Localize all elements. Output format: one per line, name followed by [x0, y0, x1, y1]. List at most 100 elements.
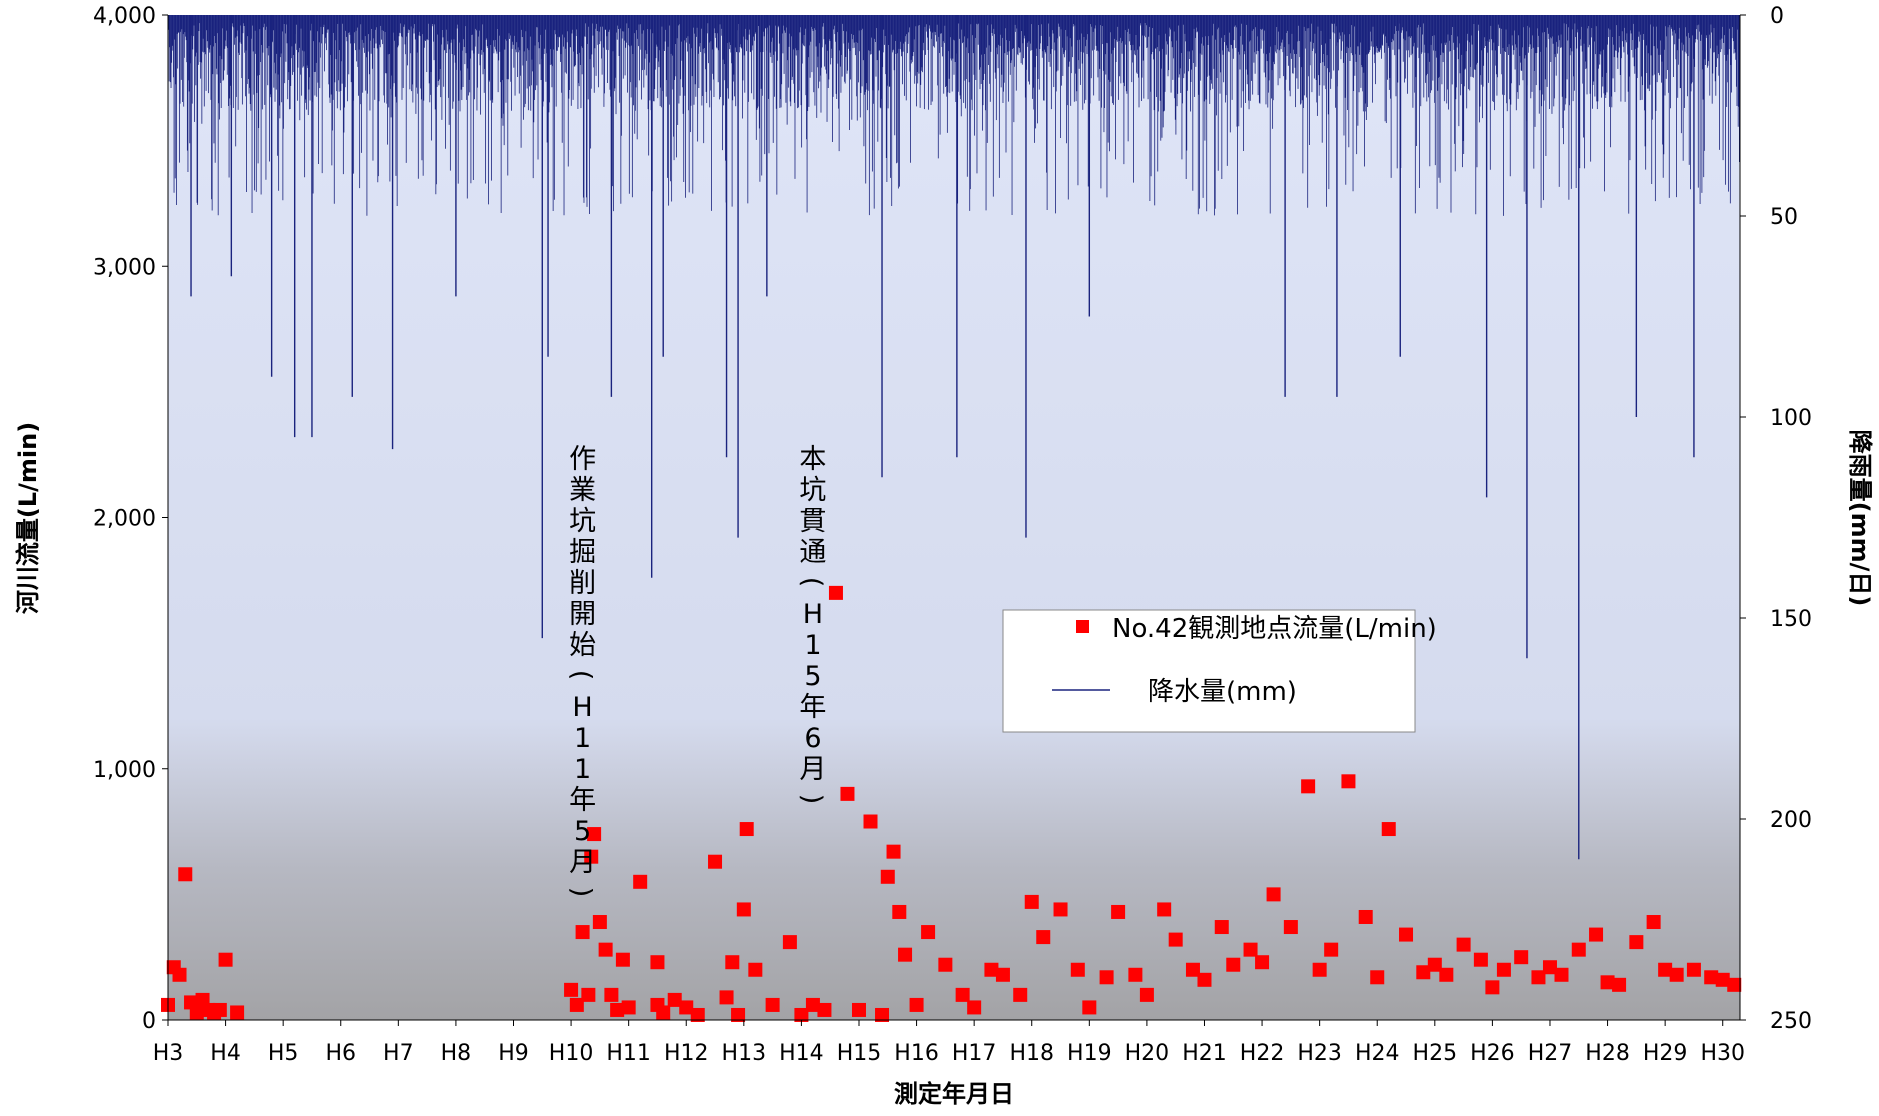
x-tick-label: H14 — [779, 1041, 824, 1066]
flow-point — [1099, 970, 1114, 985]
flow-point — [1024, 894, 1039, 909]
y2-tick-label: 150 — [1770, 607, 1812, 632]
flow-point — [765, 997, 780, 1012]
flow-point — [1053, 902, 1068, 917]
x-tick-label: H11 — [606, 1041, 651, 1066]
x-tick-label: H8 — [441, 1041, 472, 1066]
x-tick-label: H24 — [1355, 1041, 1400, 1066]
flow-point — [1341, 774, 1356, 789]
flow-point — [725, 955, 740, 970]
legend-flow-marker — [1076, 620, 1089, 633]
annotation-char: 始 — [569, 630, 596, 661]
flow-point — [1704, 970, 1719, 985]
flow-point — [1416, 965, 1431, 980]
flow-point — [875, 1007, 890, 1022]
flow-point — [1255, 955, 1270, 970]
flow-point — [782, 935, 797, 950]
y2-axis-title: 降雨量(mm/日) — [1846, 430, 1874, 607]
annotation-char: H — [803, 599, 823, 630]
flow-point — [909, 997, 924, 1012]
x-tick-label: H10 — [549, 1041, 594, 1066]
x-tick-label: H17 — [952, 1041, 997, 1066]
y-tick-label: 3,000 — [93, 255, 156, 280]
x-axis-title: 測定年月日 — [894, 1080, 1014, 1108]
flow-point — [1036, 930, 1051, 945]
y2-tick-label: 100 — [1770, 406, 1812, 431]
x-tick-label: H20 — [1125, 1041, 1170, 1066]
flow-point — [851, 1002, 866, 1017]
y-tick-label: 1,000 — [93, 758, 156, 783]
x-tick-label: H9 — [498, 1041, 529, 1066]
flow-point — [1554, 967, 1569, 982]
flow-point — [1612, 977, 1627, 992]
y-axis-title: 河川流量(L/min) — [14, 422, 42, 614]
flow-point — [189, 1005, 204, 1020]
annotation-char: 月 — [569, 847, 596, 878]
annotation-char: 作 — [569, 444, 596, 475]
annotation-char: 開 — [569, 599, 596, 630]
flow-point — [178, 867, 193, 882]
flow-point — [955, 987, 970, 1002]
flow-point — [1370, 970, 1385, 985]
y-tick-label: 4,000 — [93, 4, 156, 29]
x-tick-label: H27 — [1528, 1041, 1573, 1066]
x-tick-label: H18 — [1009, 1041, 1054, 1066]
flow-point — [575, 925, 590, 940]
annotation-char: 5 — [804, 661, 821, 692]
flow-point — [1399, 927, 1414, 942]
y-tick-label: 0 — [142, 1009, 156, 1034]
x-tick-label: H25 — [1413, 1041, 1458, 1066]
flow-point — [748, 962, 763, 977]
x-tick-label: H19 — [1067, 1041, 1112, 1066]
flow-point — [1629, 935, 1644, 950]
flow-point — [1686, 962, 1701, 977]
flow-point — [1197, 972, 1212, 987]
flow-point — [592, 915, 607, 930]
y2-tick-label: 200 — [1770, 808, 1812, 833]
flow-point — [1589, 927, 1604, 942]
flow-point — [1473, 952, 1488, 967]
annotation-char: 本 — [799, 444, 826, 475]
flow-point — [679, 1000, 694, 1015]
flow-point — [1214, 920, 1229, 935]
flow-point — [1427, 957, 1442, 972]
annotation-char: ( — [566, 670, 597, 681]
annotation-char: 年 — [799, 692, 826, 723]
flow-point — [739, 822, 754, 837]
flow-point — [581, 987, 596, 1002]
flow-point — [840, 786, 855, 801]
annotation-char: 貫 — [799, 506, 826, 537]
x-tick-label: H23 — [1297, 1041, 1342, 1066]
flow-point — [817, 1002, 832, 1017]
flow-point — [610, 1002, 625, 1017]
flow-point — [736, 902, 751, 917]
flow-point — [1358, 909, 1373, 924]
x-tick-label: H30 — [1700, 1041, 1745, 1066]
x-tick-label: H21 — [1182, 1041, 1227, 1066]
flow-point — [1571, 942, 1586, 957]
flow-point — [967, 1000, 982, 1015]
flow-point — [1381, 822, 1396, 837]
flow-series — [161, 585, 1742, 1022]
x-tick-label: H15 — [837, 1041, 882, 1066]
flow-point — [230, 1005, 245, 1020]
legend-rain-label: 降水量(mm) — [1148, 677, 1297, 707]
flow-point — [1514, 950, 1529, 965]
x-tick-label: H28 — [1585, 1041, 1630, 1066]
flow-point — [1266, 887, 1281, 902]
annotation-char: 1 — [574, 754, 591, 785]
flow-point — [921, 925, 936, 940]
annotation-char: 1 — [804, 630, 821, 661]
x-tick-label: H6 — [325, 1041, 356, 1066]
flow-point — [731, 1007, 746, 1022]
y2-tick-label: 0 — [1770, 4, 1784, 29]
flow-point — [828, 585, 843, 600]
flow-point — [587, 827, 602, 842]
flow-point — [995, 967, 1010, 982]
flow-point — [569, 997, 584, 1012]
flow-point — [615, 952, 630, 967]
